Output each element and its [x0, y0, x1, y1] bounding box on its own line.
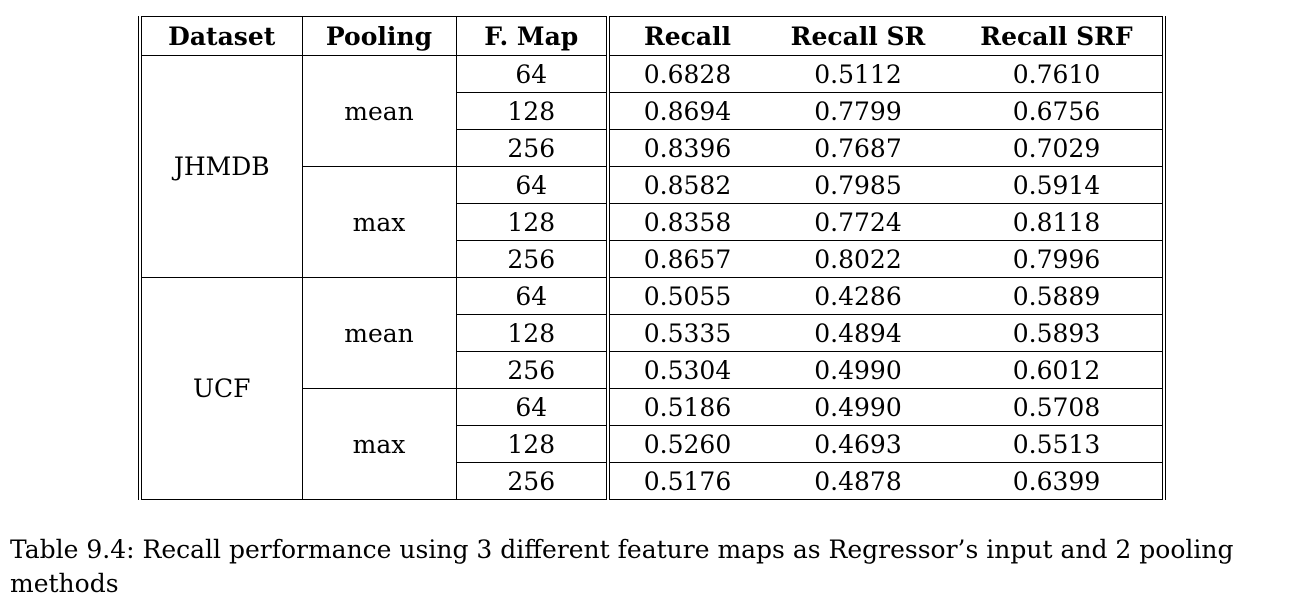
recall-srf-cell: 0.5893: [951, 314, 1166, 352]
fmap-cell: 128: [455, 203, 610, 241]
fmap-cell: 256: [455, 240, 610, 278]
recall-sr-cell: 0.4894: [765, 314, 951, 352]
recall-cell: 0.8582: [607, 166, 765, 204]
dataset-cell: UCF: [138, 277, 303, 500]
recall-sr-cell: 0.4286: [765, 277, 951, 315]
recall-sr-cell: 0.5112: [765, 55, 951, 93]
recall-srf-cell: 0.7996: [951, 240, 1166, 278]
fmap-cell: 128: [455, 92, 610, 130]
recall-sr-cell: 0.4990: [765, 388, 951, 426]
recall-sr-cell: 0.4990: [765, 351, 951, 389]
recall-sr-cell: 0.4878: [765, 462, 951, 500]
table-body: JHMDB mean 64 0.6828 0.5112 0.7610 128 0.8694 0.…: [138, 55, 1166, 500]
recall-cell: 0.5304: [607, 351, 765, 389]
table-row: 256 0.5176 0.4878 0.6399: [140, 462, 1166, 500]
header-dataset: Dataset: [138, 16, 303, 56]
table-row: 128 0.5260 0.4693 0.5513: [140, 425, 1166, 463]
fmap-cell: 64: [455, 55, 610, 93]
header-pooling: Pooling: [301, 16, 457, 56]
header-recall-srf: Recall SRF: [951, 16, 1166, 56]
recall-cell: 0.5176: [607, 462, 765, 500]
recall-cell: 0.5260: [607, 425, 765, 463]
recall-srf-cell: 0.6012: [951, 351, 1166, 389]
pooling-cell: max: [301, 166, 457, 278]
table-header-row: Dataset Pooling F. Map Recall Recall SR …: [138, 16, 1166, 56]
recall-cell: 0.8657: [607, 240, 765, 278]
recall-srf-cell: 0.6399: [951, 462, 1166, 500]
recall-sr-cell: 0.7687: [765, 129, 951, 167]
pooling-cell: max: [301, 388, 457, 500]
table-row: 256 0.8657 0.8022 0.7996: [140, 240, 1166, 278]
recall-srf-cell: 0.5513: [951, 425, 1166, 463]
recall-sr-cell: 0.4693: [765, 425, 951, 463]
table-row: 128 0.8694 0.7799 0.6756: [140, 92, 1166, 130]
recall-cell: 0.8358: [607, 203, 765, 241]
recall-sr-cell: 0.8022: [765, 240, 951, 278]
results-table-container: Dataset Pooling F. Map Recall Recall SR …: [138, 16, 1166, 500]
fmap-cell: 256: [455, 129, 610, 167]
fmap-cell: 64: [455, 388, 610, 426]
pooling-cell: mean: [301, 55, 457, 167]
header-recall: Recall: [607, 16, 765, 56]
recall-results-table: Dataset Pooling F. Map Recall Recall SR …: [138, 16, 1166, 500]
fmap-cell: 64: [455, 277, 610, 315]
table-row: 128 0.8358 0.7724 0.8118: [140, 203, 1166, 241]
recall-sr-cell: 0.7985: [765, 166, 951, 204]
recall-srf-cell: 0.6756: [951, 92, 1166, 130]
recall-srf-cell: 0.7610: [951, 55, 1166, 93]
pooling-cell: mean: [301, 277, 457, 389]
recall-sr-cell: 0.7724: [765, 203, 951, 241]
fmap-cell: 128: [455, 425, 610, 463]
recall-cell: 0.8396: [607, 129, 765, 167]
table-row: JHMDB mean 64 0.6828 0.5112 0.7610: [138, 55, 1166, 278]
recall-cell: 0.8694: [607, 92, 765, 130]
recall-srf-cell: 0.7029: [951, 129, 1166, 167]
table-row: max 64 0.5186 0.4990 0.5708: [140, 388, 1166, 500]
recall-srf-cell: 0.5889: [951, 277, 1166, 315]
table-row: 256 0.8396 0.7687 0.7029: [140, 129, 1166, 167]
header-fmap: F. Map: [455, 16, 610, 56]
fmap-cell: 128: [455, 314, 610, 352]
recall-sr-cell: 0.7799: [765, 92, 951, 130]
fmap-cell: 256: [455, 462, 610, 500]
fmap-cell: 64: [455, 166, 610, 204]
recall-srf-cell: 0.5914: [951, 166, 1166, 204]
table-row: 256 0.5304 0.4990 0.6012: [140, 351, 1166, 389]
recall-cell: 0.5335: [607, 314, 765, 352]
recall-cell: 0.5186: [607, 388, 765, 426]
header-recall-sr: Recall SR: [765, 16, 951, 56]
table-row: max 64 0.8582 0.7985 0.5914: [140, 166, 1166, 278]
recall-srf-cell: 0.5708: [951, 388, 1166, 426]
recall-cell: 0.6828: [607, 55, 765, 93]
recall-srf-cell: 0.8118: [951, 203, 1166, 241]
fmap-cell: 256: [455, 351, 610, 389]
recall-cell: 0.5055: [607, 277, 765, 315]
table-caption: Table 9.4: Recall performance using 3 di…: [10, 535, 1234, 598]
dataset-cell: JHMDB: [138, 55, 303, 278]
table-row: UCF mean 64 0.5055 0.4286 0.5889: [138, 277, 1166, 500]
